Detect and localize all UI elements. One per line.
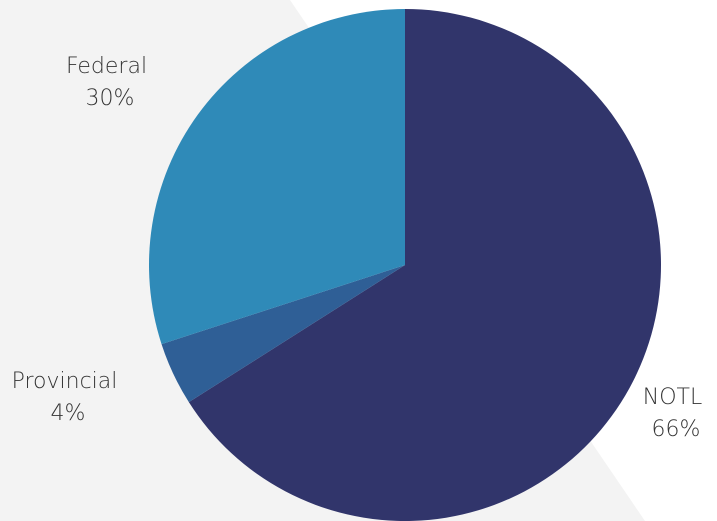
label-notl-value: 66% — [652, 417, 701, 442]
label-provincial-name: Provincial — [12, 369, 118, 394]
label-notl: NOTL 66% — [643, 385, 709, 442]
pie-slices — [148, 9, 661, 521]
label-federal-value: 30% — [86, 86, 135, 111]
pie-slice-provincial — [161, 265, 405, 403]
label-federal-name: Federal — [66, 54, 147, 79]
label-federal: Federal 30% — [66, 54, 154, 111]
label-provincial-value: 4% — [51, 401, 86, 426]
label-notl-name: NOTL — [643, 385, 702, 410]
pie-slice-notl — [188, 9, 661, 521]
label-provincial: Provincial 4% — [12, 369, 125, 426]
pie-slice-federal — [148, 9, 405, 345]
pie-labels: Federal 30% Provincial 4% NOTL 66% — [12, 54, 709, 442]
